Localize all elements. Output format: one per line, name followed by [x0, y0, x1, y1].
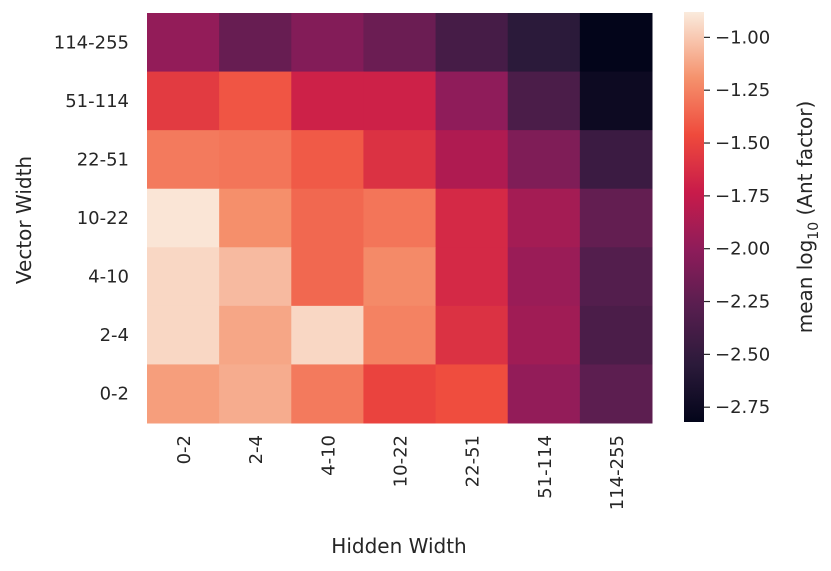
- heatmap-cell: [507, 247, 581, 307]
- x-tick-label: 0-2: [174, 435, 195, 464]
- heatmap-cell: [219, 13, 292, 73]
- heatmap-cell: [363, 188, 437, 248]
- heatmap-cell: [579, 247, 653, 307]
- x-tick-label: 4-10: [318, 435, 339, 476]
- y-tick-labels: 114-255 51-114 22-51 10-22 4-10 2-4 0-2: [54, 32, 129, 404]
- heatmap-cell: [147, 13, 220, 73]
- heatmap-cell: [291, 71, 364, 131]
- y-tick-label: 10-22: [77, 208, 129, 229]
- heatmap-cell: [435, 13, 509, 73]
- heatmap-cell: [147, 130, 220, 190]
- y-tick-label: 4-10: [88, 267, 129, 288]
- heatmap-cell: [507, 13, 581, 73]
- heatmap-cell: [363, 247, 437, 307]
- x-tick-labels: 0-2 2-4 4-10 10-22 22-51 51-114 114-255: [174, 435, 628, 510]
- x-tick-label: 2-4: [246, 435, 267, 464]
- colorbar-tick-label: −1.25: [715, 80, 770, 101]
- heatmap-cell: [291, 130, 364, 190]
- heatmap-cell: [363, 71, 437, 131]
- colorbar-label-suffix: (Ant factor): [793, 101, 817, 222]
- colorbar-label: mean log10 (Ant factor): [793, 101, 822, 334]
- colorbar-ticks: −1.00 −1.25 −1.50 −1.75 −2.00 −2.25 −2.50 −2.75: [704, 27, 770, 418]
- heatmap-cell: [579, 130, 653, 190]
- heatmap-cell: [291, 188, 364, 248]
- heatmap-cell: [435, 247, 509, 307]
- heatmap-cell: [579, 305, 653, 365]
- colorbar-tick-label: −1.50: [715, 133, 770, 154]
- heatmap-cell: [291, 13, 364, 73]
- heatmap-cell: [219, 247, 292, 307]
- y-tick-label: 22-51: [77, 149, 129, 170]
- heatmap-cell: [507, 71, 581, 131]
- x-tick-label: 51-114: [535, 435, 556, 499]
- colorbar-tick-label: −1.75: [715, 186, 770, 207]
- heatmap-cell: [507, 188, 581, 248]
- heatmap-cells: [147, 13, 653, 424]
- heatmap-cell: [507, 364, 581, 424]
- colorbar-tick-label: −2.50: [715, 344, 770, 365]
- y-tick-label: 51-114: [65, 91, 129, 112]
- colorbar-label-prefix: mean log: [793, 240, 817, 334]
- heatmap-cell: [507, 130, 581, 190]
- heatmap-cell: [291, 305, 364, 365]
- heatmap-cell: [435, 130, 509, 190]
- heatmap-cell: [147, 364, 220, 424]
- colorbar-tick-label: −2.75: [715, 397, 770, 418]
- heatmap-cell: [363, 13, 437, 73]
- heatmap-cell: [363, 364, 437, 424]
- heatmap-cell: [435, 364, 509, 424]
- heatmap-cell: [219, 188, 292, 248]
- heatmap-cell: [507, 305, 581, 365]
- y-tick-label: 0-2: [100, 384, 129, 405]
- colorbar-tick-label: −2.00: [715, 239, 770, 260]
- heatmap-cell: [219, 130, 292, 190]
- heatmap-cell: [291, 364, 364, 424]
- y-tick-label: 2-4: [100, 325, 129, 346]
- x-tick-label: 114-255: [607, 435, 628, 510]
- y-tick-label: 114-255: [54, 32, 129, 53]
- colorbar-tick-label: −2.25: [715, 292, 770, 313]
- heatmap-cell: [435, 305, 509, 365]
- heatmap-cell: [435, 71, 509, 131]
- heatmap-cell: [147, 188, 220, 248]
- colorbar-label-subscript: 10: [806, 222, 822, 240]
- heatmap-cell: [219, 364, 292, 424]
- heatmap-cell: [147, 71, 220, 131]
- heatmap-cell: [435, 188, 509, 248]
- heatmap-cell: [147, 247, 220, 307]
- heatmap-cell: [579, 71, 653, 131]
- x-tick-label: 22-51: [463, 435, 484, 487]
- heatmap-cell: [219, 305, 292, 365]
- heatmap-cell: [579, 13, 653, 73]
- heatmap-cell: [363, 130, 437, 190]
- heatmap-cell: [579, 364, 653, 424]
- colorbar: [684, 12, 704, 422]
- heatmap-cell: [291, 247, 364, 307]
- x-tick-label: 10-22: [391, 435, 412, 487]
- heatmap-cell: [363, 305, 437, 365]
- heatmap-cell: [219, 71, 292, 131]
- y-axis-label: Vector Width: [12, 156, 36, 284]
- heatmap-cell: [147, 305, 220, 365]
- x-axis-label: Hidden Width: [331, 534, 466, 558]
- heatmap-cell: [579, 188, 653, 248]
- colorbar-tick-label: −1.00: [715, 27, 770, 48]
